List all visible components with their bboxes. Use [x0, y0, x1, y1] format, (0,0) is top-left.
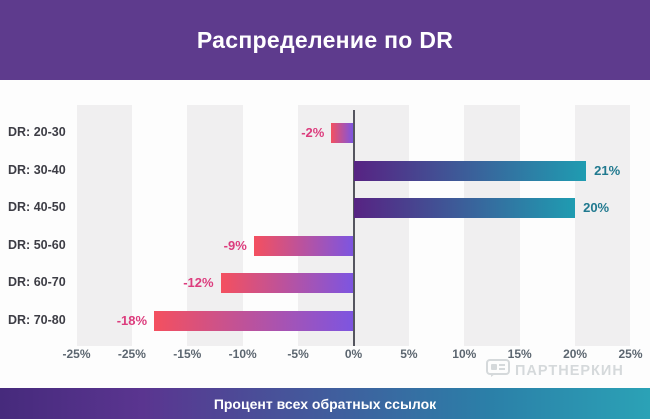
- bar-70-80: [154, 310, 354, 331]
- background-stripe: [464, 105, 520, 346]
- value-label: -18%: [116, 312, 148, 328]
- value-label: -9%: [223, 237, 247, 253]
- x-tick-label: -5%: [287, 347, 309, 361]
- zero-axis-line: [352, 110, 355, 346]
- background-stripe: [575, 105, 631, 346]
- x-tick-label: 0%: [344, 347, 363, 361]
- category-label: DR: 70-80: [8, 312, 66, 327]
- x-axis-label: Процент всех обратных ссылок: [213, 395, 437, 412]
- x-tick-label: 15%: [507, 347, 532, 361]
- x-tick-label: 20%: [563, 347, 588, 361]
- bar-60-70: [220, 273, 354, 293]
- tv-logo-icon: [486, 359, 510, 383]
- plot-area: DR: 20-30 -2% DR: 30-40 21% DR: 40-50 20% DR: …: [0, 80, 650, 388]
- background-stripe: [187, 105, 243, 346]
- chart-header: Распределение по DR: [0, 0, 650, 80]
- x-tick-label: -10%: [228, 347, 257, 361]
- bar-20-30: [331, 123, 354, 143]
- x-tick-label: 10%: [452, 347, 477, 361]
- category-label: DR: 60-70: [8, 275, 66, 289]
- chart-title: Распределение по DR: [196, 26, 454, 53]
- category-label: DR: 30-40: [8, 162, 66, 177]
- bar-40-50: [353, 198, 576, 218]
- value-label: 21%: [594, 162, 621, 178]
- background-stripe: [76, 105, 132, 346]
- category-label: DR: 50-60: [8, 237, 66, 252]
- x-tick-label: -15%: [173, 347, 202, 361]
- value-label: -2%: [301, 125, 325, 140]
- value-label: 20%: [583, 200, 610, 215]
- bar-30-40: [353, 160, 587, 181]
- value-label: -12%: [183, 275, 214, 290]
- watermark-text: ПАРТНЕРКИН: [515, 363, 624, 379]
- x-tick-label: -25%: [117, 347, 146, 361]
- watermark: ПАРТНЕРКИН: [486, 359, 624, 383]
- x-tick-label: -25%: [62, 347, 91, 361]
- x-tick-label: 5%: [400, 347, 418, 361]
- bar-50-60: [253, 235, 354, 256]
- category-label: DR: 20-30: [8, 125, 66, 139]
- x-tick-label: 25%: [618, 347, 643, 361]
- x-axis-label-bar: Процент всех обратных ссылок: [0, 388, 650, 419]
- category-label: DR: 40-50: [8, 200, 66, 214]
